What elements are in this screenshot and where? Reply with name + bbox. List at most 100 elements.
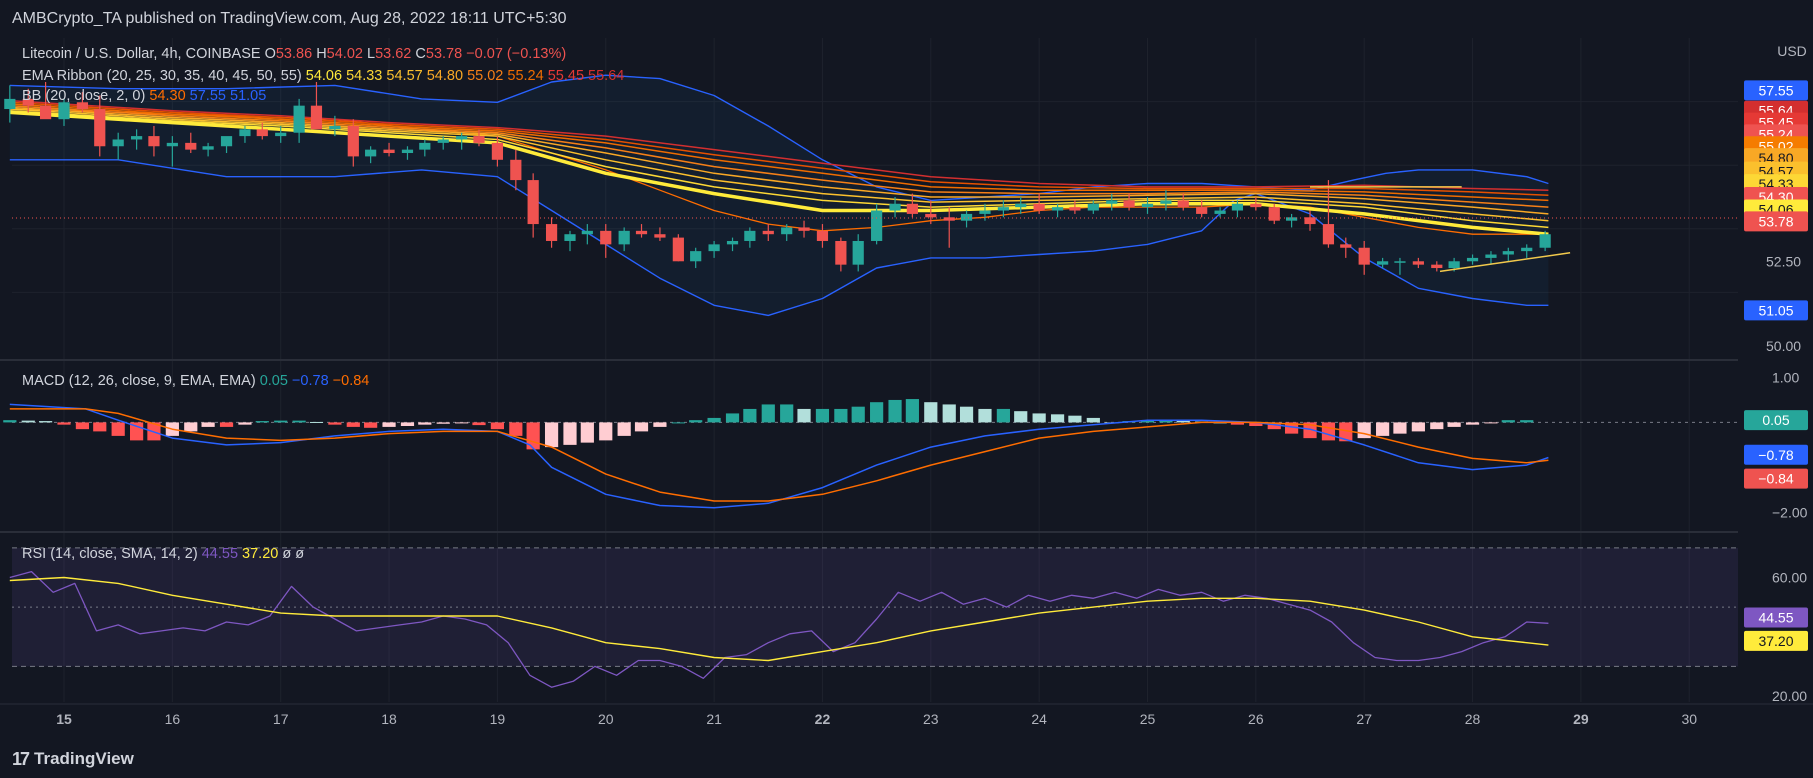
- candle-body: [906, 203, 918, 214]
- macd-histogram-bar: [1086, 417, 1100, 423]
- candle-body: [545, 224, 558, 241]
- trend-lines[interactable]: [1310, 186, 1571, 273]
- footer: 17 TradingView: [0, 740, 1813, 778]
- candle: [112, 132, 124, 160]
- price-axis[interactable]: USD52.5050.0057.5555.6455.4555.2455.0254…: [1738, 38, 1813, 740]
- macd-tag-bg: [1744, 444, 1808, 465]
- candle-body: [997, 207, 1009, 211]
- candle-body: [726, 240, 739, 245]
- candle: [1123, 193, 1135, 211]
- candle-body: [618, 230, 630, 245]
- time-tick-label: 15: [56, 711, 72, 727]
- candle-body: [1340, 244, 1352, 248]
- candle: [1033, 193, 1045, 214]
- macd-histogram-bar: [455, 422, 469, 424]
- time-tick-label: 30: [1681, 711, 1697, 727]
- macd-histogram-bar: [184, 422, 198, 432]
- time-tick-label: 22: [815, 711, 831, 727]
- macd-histogram-bar: [617, 422, 631, 436]
- macd-histogram-bar: [834, 408, 848, 423]
- macd-histogram-bar: [761, 404, 775, 423]
- macd-histogram-bar: [1484, 422, 1498, 424]
- candle-body: [1015, 203, 1027, 208]
- candle: [1539, 230, 1551, 252]
- legends: Litecoin / U.S. Dollar, 4h, COINBASE O53…: [22, 46, 624, 562]
- macd-histogram-bar: [1303, 422, 1317, 439]
- candle-body: [654, 234, 666, 238]
- macd-tag: 0.05: [1744, 410, 1808, 431]
- candle: [744, 227, 756, 248]
- candle-body: [310, 105, 323, 130]
- time-tick-label: 19: [490, 711, 506, 727]
- macd-legend: MACD (12, 26, close, 9, EMA, EMA) 0.05 −…: [22, 373, 369, 389]
- rsi-tag: 44.55: [1744, 607, 1808, 628]
- macd-histogram-bar: [599, 422, 613, 441]
- time-axis[interactable]: 15 16 17 18 19 20 21 22 23 24 25 26 27 28 29 30: [0, 703, 1813, 727]
- candle-body: [600, 230, 612, 245]
- rsi-tick-label: 20.00: [1772, 688, 1807, 704]
- candle-body: [58, 102, 70, 120]
- macd-histogram-bar: [905, 399, 919, 423]
- macd-histogram-bar: [959, 406, 974, 423]
- candle: [581, 224, 593, 245]
- bb-legend-part: 54.30: [149, 88, 189, 104]
- macd-histogram-bar: [653, 422, 667, 427]
- candle-body: [1448, 261, 1460, 269]
- candle: [545, 217, 558, 248]
- candle: [275, 125, 287, 143]
- macd-histogram-bar: [924, 402, 938, 423]
- candle: [726, 237, 739, 252]
- macd-histogram-bar: [634, 422, 649, 432]
- candle: [1106, 193, 1118, 211]
- macd-histogram-bar: [1393, 422, 1407, 434]
- ohlc-legend-part: C: [415, 46, 425, 62]
- rsi-tag-bg: [1744, 630, 1808, 651]
- candle: [1087, 200, 1099, 214]
- macd-tag: −0.78: [1744, 444, 1808, 465]
- macd-histogram-bar: [57, 422, 71, 425]
- candle: [456, 132, 468, 150]
- candle-body: [1069, 207, 1081, 211]
- macd-histogram-bar: [870, 402, 884, 423]
- time-tick-label: 21: [706, 711, 722, 727]
- ohlc-legend-part: 53.78: [426, 46, 466, 62]
- candle-body: [256, 129, 268, 137]
- candle-body: [1106, 200, 1118, 204]
- ohlc-legend-part: 53.86: [276, 46, 316, 62]
- macd-histogram-bar: [1357, 422, 1371, 439]
- candle: [816, 224, 829, 248]
- price-tag: 51.05: [1744, 300, 1808, 321]
- rsi-legend-part: RSI (14, close, SMA, 14, 2): [22, 546, 202, 562]
- candle-body: [1177, 200, 1189, 208]
- macd-histogram-bar: [382, 422, 396, 427]
- candle: [1502, 247, 1514, 262]
- time-tick-label: 25: [1140, 711, 1156, 727]
- candle: [1322, 180, 1335, 248]
- macd-histogram-bar: [563, 422, 577, 445]
- time-tick-label: 27: [1356, 711, 1372, 727]
- time-tick-label: 29: [1573, 711, 1589, 727]
- candle-body: [852, 240, 864, 265]
- candle-body: [1377, 261, 1389, 265]
- macd-histogram-bar: [21, 420, 35, 423]
- candle: [510, 149, 522, 191]
- macd-tag-text: 0.05: [1762, 412, 1789, 428]
- candle-body: [473, 136, 485, 143]
- time-tick-label: 17: [273, 711, 289, 727]
- candle: [1051, 203, 1064, 218]
- time-tick-label: 23: [923, 711, 939, 727]
- candle: [906, 193, 918, 218]
- macd-tag: −0.84: [1744, 468, 1808, 489]
- ema-legend: EMA Ribbon (20, 25, 30, 35, 40, 45, 50, …: [22, 68, 624, 84]
- candle-body: [1466, 257, 1479, 262]
- macd-histogram-bar: [1249, 422, 1263, 427]
- candle: [220, 136, 233, 154]
- candle-body: [744, 230, 756, 241]
- candle-body: [781, 227, 793, 235]
- macd-histogram-bar: [1321, 422, 1336, 441]
- macd-legend-part: −0.78: [292, 373, 333, 389]
- candle-body: [1286, 217, 1298, 221]
- candle-body: [4, 98, 16, 110]
- trading-chart[interactable]: USD52.5050.0057.5555.6455.4555.2455.0254…: [0, 38, 1813, 740]
- ohlc-legend-part: O: [265, 46, 276, 62]
